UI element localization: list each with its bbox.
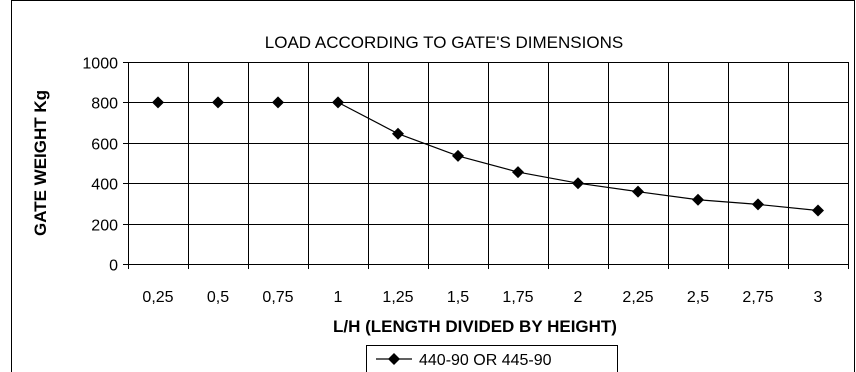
series-line — [337, 101, 819, 212]
x-tick-label: 0,5 — [207, 289, 229, 306]
x-tick-label: 2,75 — [742, 289, 773, 306]
legend-diamond-marker — [388, 353, 400, 365]
data-point-marker — [152, 96, 164, 109]
y-tick-labels: 0 200 400 600 800 1000 — [82, 56, 118, 275]
data-point-marker — [752, 198, 764, 211]
data-point-marker — [692, 193, 704, 206]
axes — [123, 62, 849, 269]
x-tick-label: 2,5 — [687, 289, 709, 306]
y-tick-label: 1000 — [82, 56, 118, 73]
chart-title: LOAD ACCORDING TO GATE'S DIMENSIONS — [265, 33, 623, 52]
data-point-marker — [452, 149, 464, 162]
data-point-marker — [332, 96, 344, 109]
legend-label: 440-90 OR 445-90 — [419, 352, 552, 369]
x-tick-label: 2,25 — [622, 289, 653, 306]
data-point-marker — [512, 166, 524, 179]
data-point-marker — [572, 177, 584, 190]
y-tick-label: 400 — [91, 177, 118, 194]
y-tick-label: 600 — [91, 137, 118, 154]
x-tick-label: 1,75 — [502, 289, 533, 306]
data-point-marker — [212, 96, 224, 109]
chart-border — [11, 0, 855, 372]
x-tick-label: 1,25 — [382, 289, 413, 306]
x-tick-label: 0,25 — [142, 289, 173, 306]
x-tick-labels: 0,25 0,5 0,75 1 1,25 1,5 1,75 2 2,25 2,5 2,75 3 — [142, 289, 822, 306]
y-axis-label: GATE WEIGHT Kg — [31, 90, 50, 236]
data-point-marker — [272, 96, 284, 109]
data-point-marker — [812, 204, 824, 217]
x-tick-label: 3 — [814, 289, 823, 306]
series-440-90-or-445-90 — [152, 96, 824, 217]
data-point-marker — [632, 185, 644, 198]
data-point-marker — [392, 127, 404, 140]
legend: 440-90 OR 445-90 — [366, 345, 618, 372]
x-axis-label: L/H (LENGTH DIVIDED BY HEIGHT) — [333, 317, 617, 336]
grid — [128, 62, 849, 264]
y-tick-label: 0 — [109, 258, 118, 275]
y-tick-label: 200 — [91, 218, 118, 235]
y-tick-label: 800 — [91, 96, 118, 113]
x-tick-label: 2 — [574, 289, 583, 306]
x-tick-label: 1 — [334, 289, 343, 306]
x-tick-label: 1,5 — [447, 289, 469, 306]
x-tick-label: 0,75 — [262, 289, 293, 306]
